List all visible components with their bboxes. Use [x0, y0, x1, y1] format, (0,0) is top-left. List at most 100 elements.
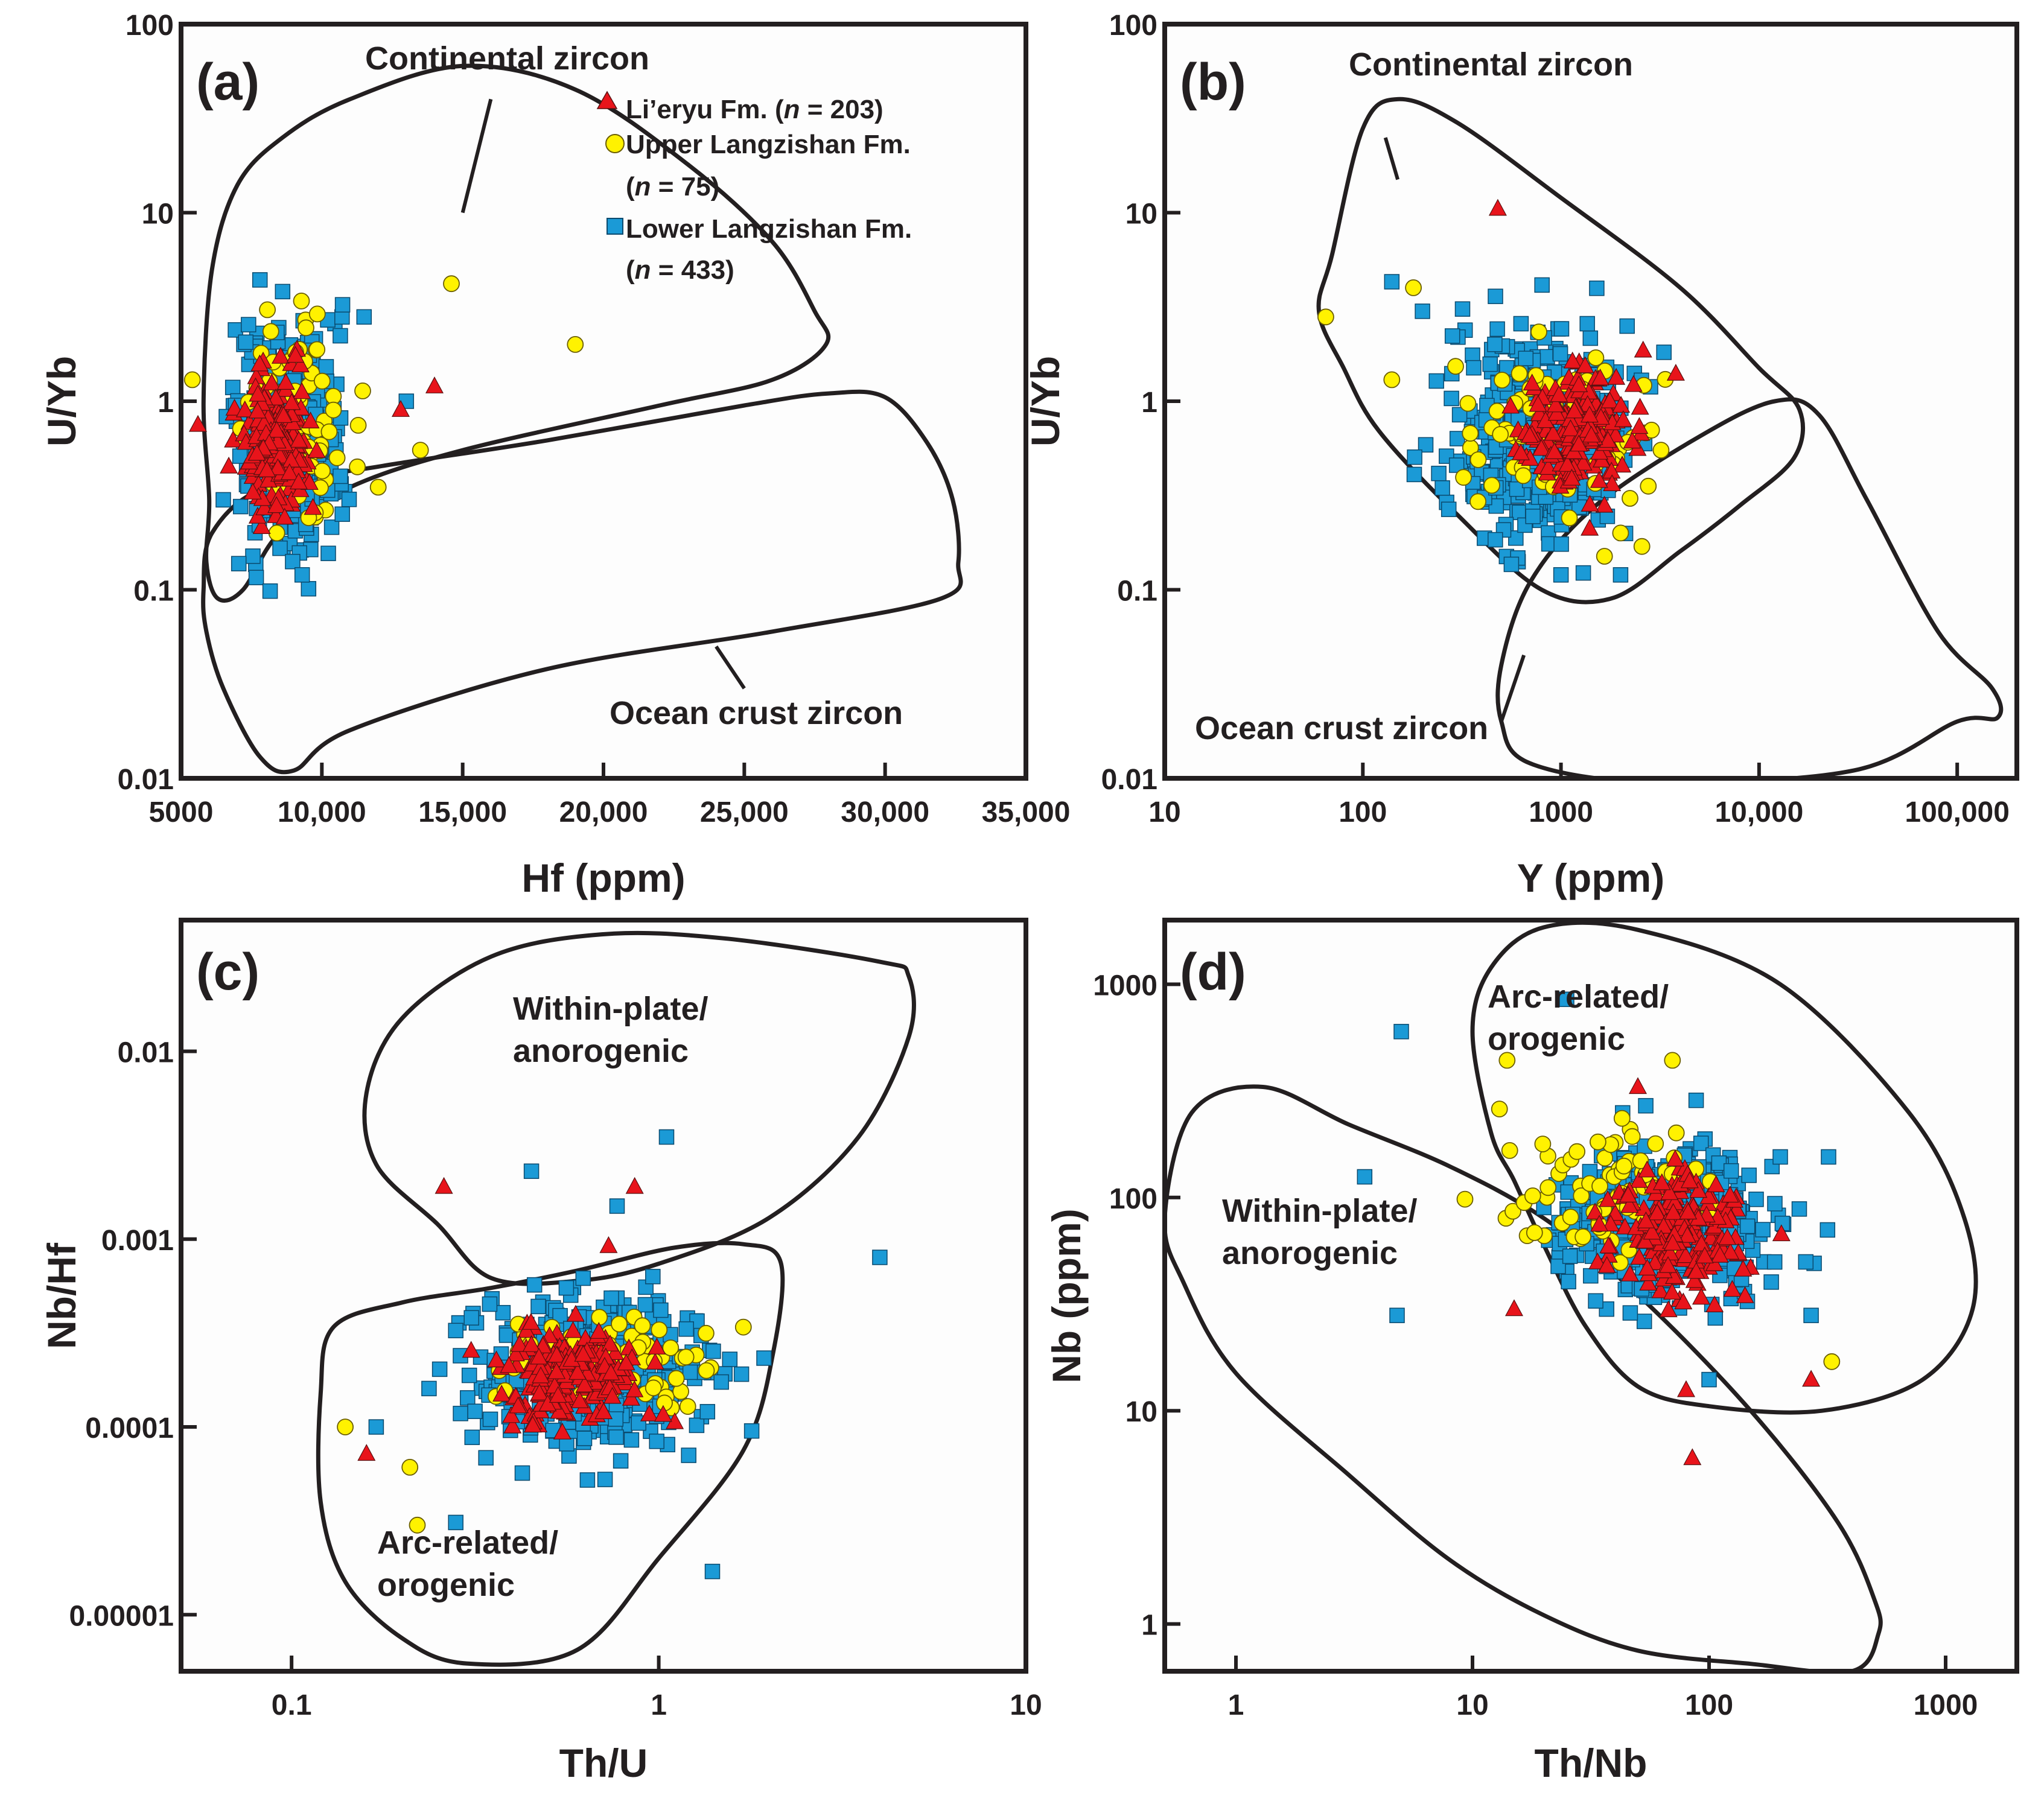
data-point-circle [412, 442, 429, 459]
data-point-circle [1469, 451, 1487, 468]
region-outline-1 [1165, 1084, 1883, 1671]
data-point-triangle [1561, 419, 1580, 436]
region-outline-0 [362, 930, 916, 1286]
data-point-circle [1405, 279, 1422, 296]
data-point-circle [1383, 371, 1401, 389]
data-point-circle [1623, 1128, 1641, 1145]
data-point-square [356, 309, 372, 325]
data-point-square [609, 1198, 625, 1214]
data-point-square [1444, 328, 1460, 344]
data-point-triangle [625, 1380, 644, 1397]
data-point-triangle [269, 458, 287, 475]
data-point-circle [1613, 1110, 1631, 1127]
data-point-square [1415, 303, 1430, 319]
data-point-square [603, 1290, 619, 1306]
data-point-triangle [1603, 474, 1622, 491]
data-point-triangle [600, 1334, 620, 1351]
data-point-square [215, 492, 231, 508]
data-point-triangle [549, 1386, 567, 1403]
y-tick-label: 0.1 [133, 576, 174, 608]
data-point-triangle [1721, 1186, 1739, 1203]
data-point-triangle [248, 401, 267, 419]
data-point-square [232, 498, 249, 515]
data-point-triangle [435, 1177, 453, 1194]
data-point-square [334, 506, 350, 522]
data-point-square [1619, 318, 1635, 334]
data-point-triangle [1736, 1286, 1754, 1303]
y-tick-label: 0.00001 [69, 1600, 174, 1632]
data-point-circle [1501, 1142, 1518, 1159]
data-point-square [294, 567, 310, 583]
data-point-triangle [1723, 1280, 1742, 1297]
region-outline-0 [1316, 97, 1806, 605]
data-point-square [1489, 321, 1505, 337]
data-point-triangle [1628, 1077, 1648, 1094]
y-axis-title: Nb (ppm) [1044, 1208, 1089, 1383]
y-tick-label: 1 [1141, 1610, 1157, 1642]
data-point-square [398, 393, 415, 409]
data-point-circle [1562, 1208, 1579, 1225]
data-point-square [733, 1366, 750, 1382]
data-point-square [421, 1380, 437, 1397]
data-point-circle [298, 319, 314, 337]
data-point-circle [1491, 1101, 1508, 1117]
data-point-triangle [1648, 1203, 1667, 1221]
x-tick-label: 20,000 [559, 796, 648, 828]
region-label-withinplate-2: anorogenic [1222, 1235, 1398, 1271]
data-point-square [1798, 1254, 1814, 1270]
data-point-triangle [1576, 356, 1594, 373]
data-point-square [1583, 1268, 1599, 1284]
data-point-square [467, 1403, 483, 1419]
data-point-square [653, 1302, 669, 1318]
data-point-triangle [1629, 1170, 1648, 1188]
data-point-circle [369, 478, 387, 496]
data-point-circle [1456, 1190, 1474, 1208]
x-axis-title: Y (ppm) [1517, 856, 1664, 900]
data-point-triangle [425, 376, 444, 393]
data-point-triangle [1680, 1171, 1699, 1189]
data-point-circle [1574, 1228, 1592, 1245]
data-point-circle [1447, 358, 1464, 375]
data-point-square [1431, 465, 1447, 481]
panel-d: 1 10 100 1000 1 10 100 1000 (d) Arc-related/ or… [1044, 918, 2019, 1785]
data-point-square [1553, 567, 1569, 583]
data-point-square [1636, 1313, 1652, 1329]
x-tick-label: 30,000 [841, 796, 929, 828]
data-point-triangle [1734, 1259, 1753, 1277]
data-point-circle [313, 372, 331, 390]
legend-label-upper: Upper Langzishan Fm. [626, 130, 911, 159]
data-point-triangle [487, 1350, 506, 1368]
data-point-square [1539, 349, 1555, 365]
data-point-triangle [654, 1405, 672, 1422]
data-point-triangle [1532, 439, 1551, 456]
region-outline-1 [316, 1240, 785, 1667]
y-tick-label: 100 [126, 10, 174, 42]
data-point-square [1482, 356, 1498, 372]
data-point-triangle [462, 1341, 480, 1358]
data-point-circle [734, 1318, 752, 1336]
data-point-square [478, 1450, 494, 1466]
data-point-triangle [1613, 456, 1632, 473]
legend-label-lieryu: Li’eryu Fm. (n = 203) [626, 95, 884, 124]
data-point-triangle [301, 411, 320, 428]
data-point-triangle [1620, 1196, 1639, 1213]
data-point-triangle [538, 1394, 557, 1412]
y-tick-label: 10 [1125, 199, 1157, 230]
data-point-triangle [648, 1338, 666, 1355]
data-point-triangle [304, 498, 322, 515]
data-point-square [579, 1472, 596, 1488]
data-point-square [1821, 1149, 1836, 1165]
data-point-circle [328, 449, 346, 466]
data-point-square [1763, 1274, 1779, 1290]
data-point-triangle [307, 441, 326, 459]
region-label-arc-1: Arc-related/ [377, 1525, 558, 1561]
data-point-square [1509, 481, 1525, 497]
data-point-triangle [267, 388, 285, 405]
data-point-triangle [1630, 417, 1649, 434]
data-point-circle [293, 292, 310, 310]
data-point-triangle [290, 431, 308, 448]
data-point-square [1357, 1169, 1373, 1185]
data-point-triangle [1654, 1216, 1673, 1234]
data-point-square [334, 297, 351, 313]
region-label-withinplate-2: anorogenic [513, 1033, 689, 1069]
